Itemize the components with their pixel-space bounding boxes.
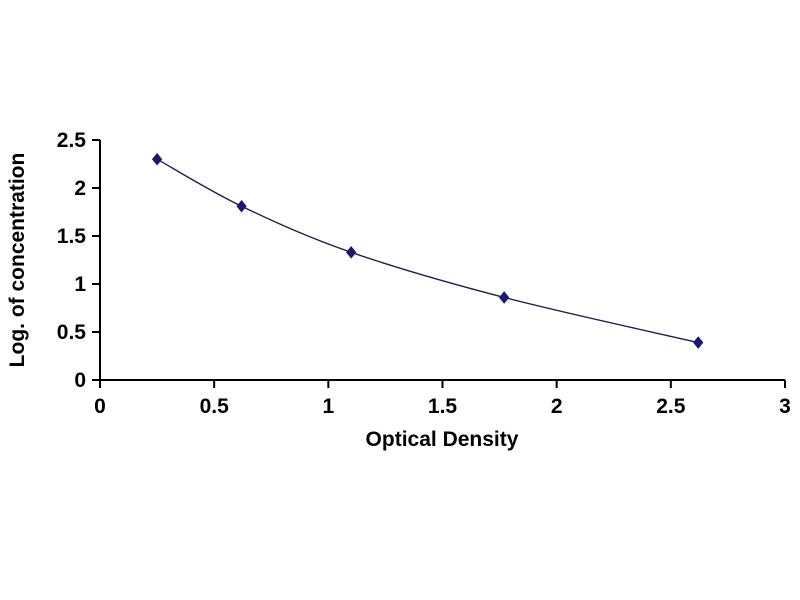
x-tick-label: 0.5 [200,395,230,418]
x-tick-label: 3 [779,395,791,418]
y-tick-label: 1 [74,273,86,296]
chart-render-layer: 0 0.5 1 1.5 2 2.5 3 0 0.5 1 1.5 2 2.5 [57,129,791,418]
x-tick-label: 2 [551,395,563,418]
data-point-marker [151,152,163,166]
x-tick-label: 1 [322,395,334,418]
data-point-marker [693,336,704,349]
data-point-marker [499,291,510,304]
x-tick-label: 1.5 [428,395,458,418]
data-point-marker [236,199,247,213]
y-tick-label: 0 [74,369,86,392]
y-tick-label: 2 [74,177,86,200]
x-tick-label: 2.5 [656,395,686,418]
x-axis-label: Optical Density [366,428,519,451]
x-tick-label: 0 [94,395,106,418]
series-line [156,158,699,344]
y-tick-label: 2.5 [57,129,87,152]
y-tick-label: 0.5 [57,321,87,344]
data-point-marker [346,246,357,259]
y-tick-label: 1.5 [57,225,87,248]
y-axis-label: Log. of concentration [6,153,29,368]
